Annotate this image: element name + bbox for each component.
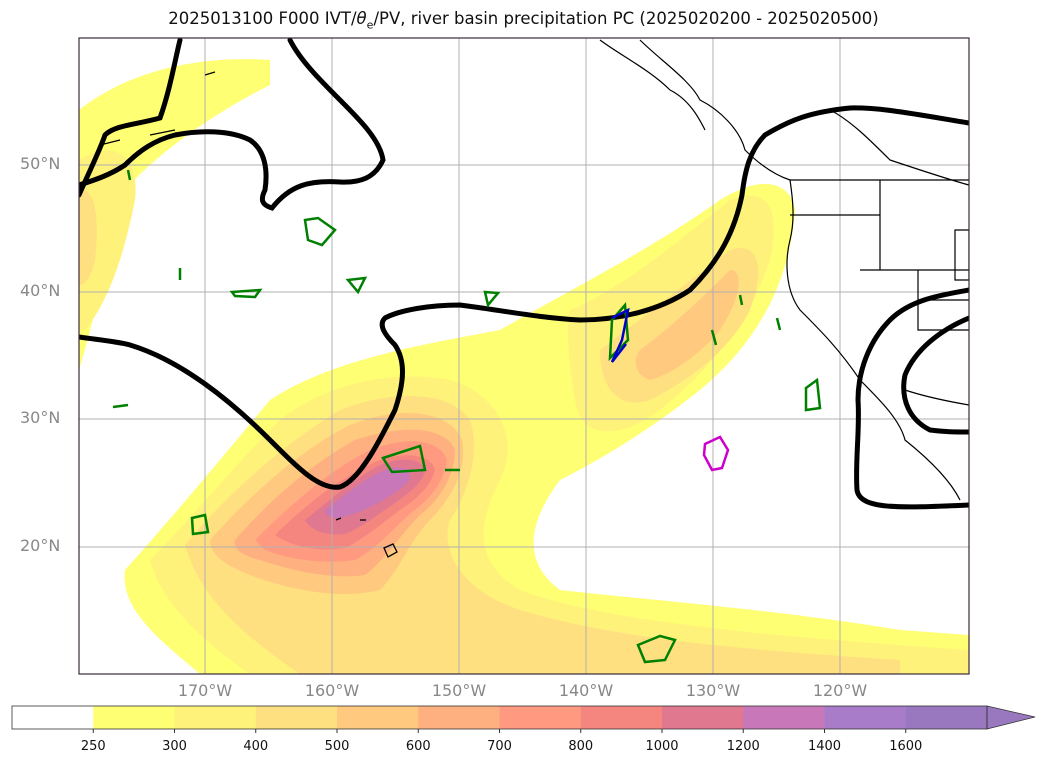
colorbar-segments (12, 706, 988, 733)
colorbar-segment (418, 706, 500, 729)
latitude-label: 30°N (20, 408, 61, 427)
longitude-label: 130°W (685, 681, 741, 700)
theta-e-contours (112, 169, 822, 664)
colorbar-tick-label: 1000 (645, 739, 679, 754)
colorbar-tick-label: 300 (162, 739, 187, 754)
title-theta-sub: e (366, 18, 374, 32)
colorbar-segment (255, 706, 338, 729)
map-plot-area (79, 38, 969, 674)
colorbar-tick-label: 250 (80, 739, 106, 754)
colorbar-segment (93, 706, 175, 729)
longitude-label: 160°W (304, 681, 360, 700)
colorbar-segment (743, 706, 825, 729)
longitude-label: 150°W (431, 681, 487, 700)
colorbar-tick-label: 1600 (889, 739, 923, 754)
title-prefix: 2025013100 F000 IVT/ (168, 9, 357, 28)
colorbar-frame (11, 705, 988, 730)
graticule (79, 38, 969, 674)
colorbar-segment (174, 706, 257, 729)
colorbar-segment (580, 706, 663, 729)
colorbar-tick-label: 500 (324, 739, 350, 754)
longitude-label: 120°W (812, 681, 868, 700)
colorbar-segment (12, 706, 94, 729)
colorbar-extend-arrow (986, 705, 1036, 730)
colorbar-segment (499, 706, 582, 729)
latitude-label: 40°N (20, 281, 61, 300)
colorbar-tick-label: 700 (487, 739, 512, 754)
colorbar (11, 705, 1036, 733)
precip-pc-contours (610, 307, 730, 472)
title-suffix: /PV, river basin precipitation PC (20250… (373, 9, 879, 28)
map-title: 2025013100 F000 IVT/θe/PV, river basin p… (0, 9, 1047, 31)
title-theta: θ (356, 9, 367, 28)
colorbar-tick-label: 600 (405, 739, 431, 754)
longitude-label: 140°W (558, 681, 614, 700)
coastlines (99, 39, 969, 501)
hawaii-islands (335, 517, 398, 558)
colorbar-tick-label: 1400 (807, 739, 842, 754)
colorbar-tick-label: 400 (243, 739, 269, 754)
latitude-label: 50°N (20, 154, 61, 173)
colorbar-tick-label: 1200 (726, 739, 760, 754)
colorbar-segment (824, 706, 907, 729)
colorbar-tick-label: 800 (568, 739, 594, 754)
colorbar-segment (337, 706, 419, 729)
colorbar-segment (905, 706, 988, 729)
longitude-label: 170°W (177, 681, 233, 700)
pv-contours (79, 38, 969, 510)
map-frame (78, 37, 970, 675)
colorbar-segment (662, 706, 744, 729)
latitude-label: 20°N (20, 536, 61, 555)
